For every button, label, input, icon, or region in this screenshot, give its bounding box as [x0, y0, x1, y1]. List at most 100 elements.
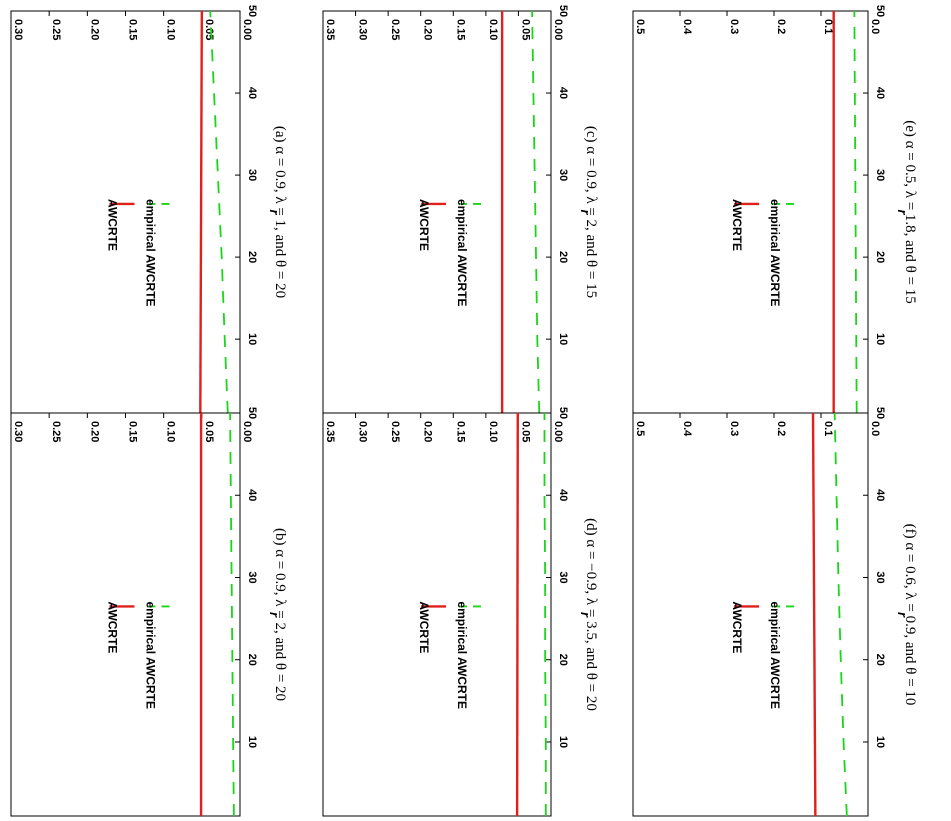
x-tick-label: 20	[874, 251, 886, 263]
x-tick-label: 30	[246, 571, 258, 583]
y-tick-label: 0.30	[12, 421, 24, 442]
y-tick-label: 0.10	[487, 421, 499, 442]
panel-c: 0.00 0.05 0.10 0.15 0.20 0.25 0.30 0.35 10 20 30 40…	[322, 5, 599, 414]
series-line-empirical-awcrte	[833, 412, 848, 817]
y-tick-label: 0.30	[357, 19, 369, 40]
y-tick-label: 0.30	[12, 19, 24, 40]
panel-caption: (c) α = 0.9, λ = 2, and θ = 15	[583, 126, 599, 298]
x-tick-label: 50	[557, 5, 569, 17]
y-tick-label: 0.3	[728, 19, 740, 34]
legend-label-awcrte: AWCRTE	[417, 601, 431, 653]
plot-frame	[322, 10, 552, 414]
legend-label-awcrte: AWCRTE	[105, 601, 119, 653]
y-tick-label: 0.5	[634, 19, 646, 34]
x-tick-label: 10	[874, 333, 886, 345]
x-tick-label: 50	[557, 407, 569, 419]
legend-label-awcrte: AWCRTE	[417, 199, 431, 251]
y-tick-label: 0.00	[552, 19, 564, 40]
y-tick-label: 0.15	[454, 19, 466, 40]
y-tick-label: 0.1	[822, 19, 834, 34]
x-tick-label: 10	[557, 736, 569, 748]
y-tick-label: 0.05	[203, 421, 215, 442]
x-tick-label: 20	[557, 251, 569, 263]
y-tick-label: 0.25	[50, 19, 62, 40]
y-tick-label: 0.0	[869, 421, 881, 436]
y-tick-label: 0.4	[681, 421, 693, 437]
plot-frame	[632, 412, 869, 817]
x-tick-label: 40	[246, 489, 258, 501]
y-tick-label: 0.10	[165, 19, 177, 40]
y-tick-label: 0.10	[487, 19, 499, 40]
x-tick-label: 40	[557, 87, 569, 99]
y-tick-label: 0.15	[127, 19, 139, 40]
x-tick-label: 10	[874, 736, 886, 748]
y-tick-label: 0.20	[422, 421, 434, 442]
panel-caption: (a) α = 0.9, λ = 1, and θ = 20	[272, 126, 288, 298]
y-tick-label: 0.00	[241, 421, 253, 442]
series-line-awcrte	[199, 10, 204, 414]
x-tick-label: 50	[874, 5, 886, 17]
x-tick-label: 30	[557, 571, 569, 583]
panel-caption: (d) α = −0.9, λ = 3.5, and θ = 20	[583, 518, 599, 711]
series-line-empirical-awcrte	[229, 412, 235, 817]
x-tick-label: 50	[874, 407, 886, 419]
x-tick-label: 10	[246, 736, 258, 748]
legend-label-empirical-awcrte: empirical AWCRTE	[143, 199, 157, 307]
panel-f: 0.0 0.1 0.2 0.3 0.4 0.5 10 20 30 40 50 r AWCRTE empir…	[632, 407, 918, 817]
x-tick-label: 40	[874, 87, 886, 99]
x-tick-label: 20	[246, 251, 258, 263]
y-tick-label: 0.2	[775, 19, 787, 34]
x-tick-label: 10	[557, 333, 569, 345]
x-tick-label: 10	[246, 333, 258, 345]
y-tick-label: 0.2	[775, 421, 787, 436]
legend-label-awcrte: AWCRTE	[105, 199, 119, 251]
legend-label-empirical-awcrte: empirical AWCRTE	[768, 199, 782, 307]
x-axis-title: r	[578, 209, 593, 215]
x-axis-title: r	[267, 209, 282, 215]
x-axis-title: r	[267, 612, 282, 618]
y-tick-label: 0.05	[203, 19, 215, 40]
y-tick-label: 0.05	[519, 421, 531, 442]
plot-frame	[10, 412, 241, 817]
panel-a: 0.00 0.05 0.10 0.15 0.20 0.25 0.30 10 20 30 40 50 r A…	[10, 5, 288, 414]
series-line-empirical-awcrte	[853, 10, 858, 414]
x-tick-label: 30	[874, 169, 886, 181]
legend-label-empirical-awcrte: empirical AWCRTE	[455, 601, 469, 709]
panel-caption: (e) α = 0.5, λ = 1.8, and θ = 15	[902, 120, 918, 304]
x-tick-label: 30	[874, 571, 886, 583]
y-tick-label: 0.00	[552, 421, 564, 442]
x-tick-label: 30	[246, 169, 258, 181]
series-line-empirical-awcrte	[543, 413, 547, 816]
legend-label-empirical-awcrte: empirical AWCRTE	[143, 601, 157, 709]
series-line-empirical-awcrte	[209, 10, 229, 414]
panel-d: 0.00 0.05 0.10 0.15 0.20 0.25 0.30 0.35 10 20 30 40…	[322, 407, 599, 817]
plot-frame	[322, 412, 552, 817]
legend-label-empirical-awcrte: empirical AWCRTE	[768, 601, 782, 709]
x-tick-label: 40	[874, 489, 886, 501]
series-line-awcrte	[515, 412, 519, 817]
series-line-awcrte	[811, 412, 817, 817]
legend-label-awcrte: AWCRTE	[730, 199, 744, 251]
y-tick-label: 0.05	[519, 19, 531, 40]
y-tick-label: 0.30	[357, 421, 369, 442]
x-tick-label: 40	[246, 87, 258, 99]
y-tick-label: 0.5	[634, 421, 646, 436]
y-tick-label: 0.25	[389, 421, 401, 442]
series-line-empirical-awcrte	[531, 10, 541, 414]
y-tick-label: 0.4	[681, 19, 693, 35]
y-tick-label: 0.15	[454, 421, 466, 442]
y-tick-label: 0.25	[50, 421, 62, 442]
y-tick-label: 0.10	[165, 421, 177, 442]
y-tick-label: 0.00	[241, 19, 253, 40]
x-axis-title: r	[895, 612, 910, 618]
y-tick-label: 0.1	[822, 421, 834, 436]
panel-caption: (f) α = 0.6, λ = 0.9, and θ = 10	[902, 524, 918, 706]
y-tick-label: 0.35	[324, 421, 336, 442]
panel-caption: (b) α = 0.9, λ = 2, and θ = 20	[272, 528, 288, 701]
legend-label-awcrte: AWCRTE	[730, 601, 744, 653]
panel-e: 0.0 0.1 0.2 0.3 0.4 0.5 10 20 30 40 50 r AWCRTE empir…	[632, 5, 918, 414]
y-tick-label: 0.20	[88, 421, 100, 442]
legend-label-empirical-awcrte: empirical AWCRTE	[455, 199, 469, 307]
y-tick-label: 0.15	[127, 421, 139, 442]
